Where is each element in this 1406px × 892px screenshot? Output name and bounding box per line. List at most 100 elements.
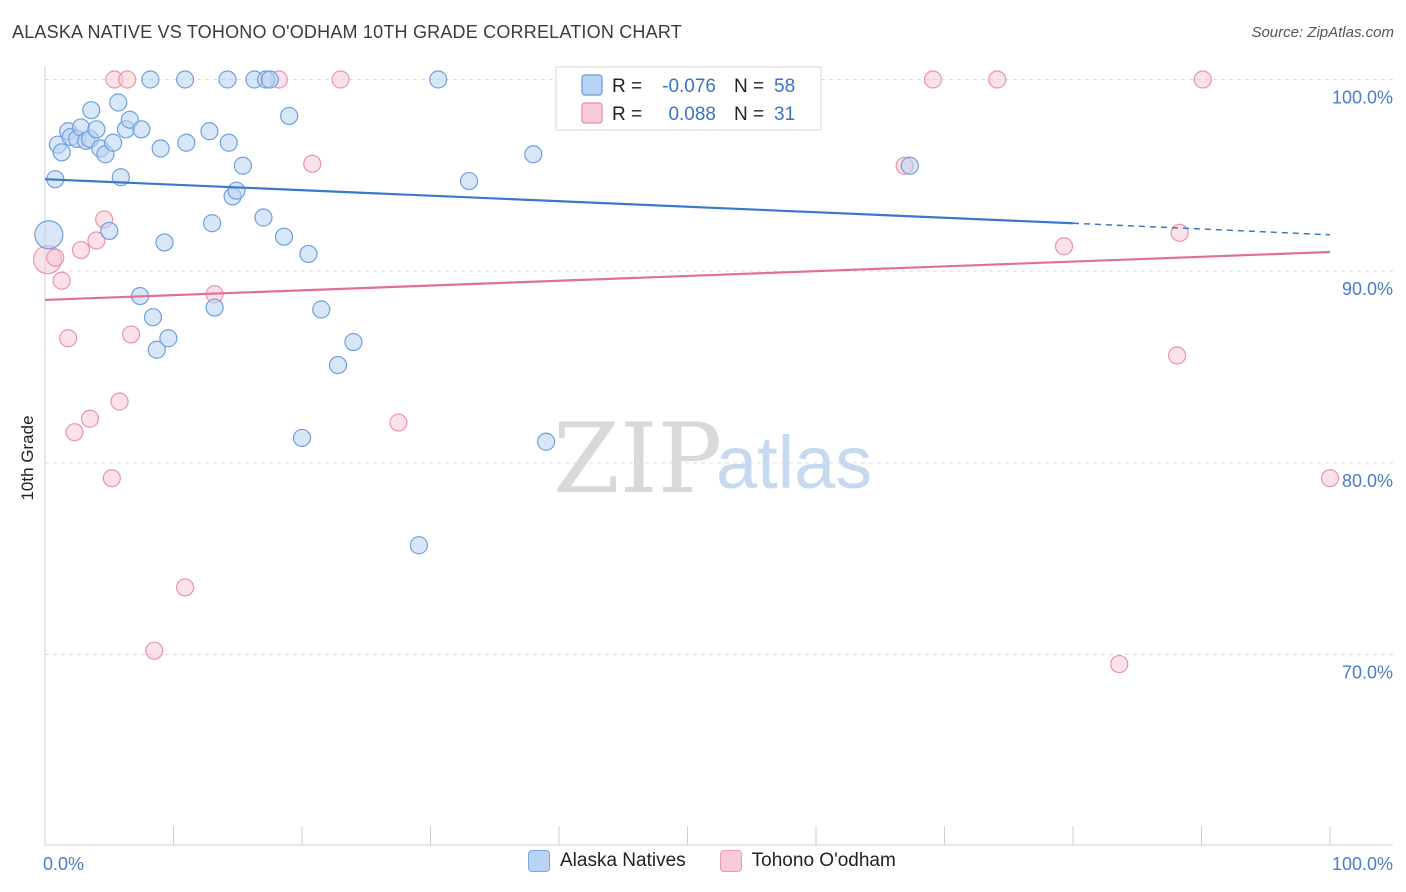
watermark-zip: ZIP — [553, 403, 722, 515]
alaska-point — [344, 332, 363, 352]
alaska-point — [175, 70, 195, 89]
alaska-point — [233, 156, 252, 175]
legend-swatch-alaska — [528, 850, 550, 872]
chart-source: Source: ZipAtlas.com — [1251, 24, 1394, 41]
tohono-point — [46, 248, 65, 267]
stats-r-value-pink: 0.088 — [668, 104, 716, 125]
y-tick-label: 90.0% — [1342, 279, 1393, 299]
alaska-point — [200, 122, 219, 141]
tohono-point — [923, 70, 943, 89]
watermark-atlas: atlas — [716, 421, 872, 504]
tohono-point — [1054, 237, 1074, 256]
tohono-point — [102, 469, 121, 488]
series-tohono-points — [32, 70, 1340, 674]
alaska-point — [155, 233, 174, 252]
legend-label-alaska: Alaska Natives — [560, 850, 686, 871]
stats-legend-pink-swatch — [581, 102, 603, 124]
alaska-point — [143, 308, 163, 327]
alaska-point — [299, 244, 318, 264]
tohono-point — [1320, 469, 1340, 488]
stats-r-label-pink: R = — [612, 104, 642, 125]
alaska-point — [280, 106, 299, 126]
x-tick-label-left: 0.0% — [43, 854, 84, 874]
alaska-point — [219, 133, 238, 152]
tohono-point — [52, 271, 71, 290]
alaska-point — [429, 70, 448, 89]
y-axis-label: 10th Grade — [18, 415, 37, 500]
legend-label-tohono: Tohono O'odham — [751, 850, 896, 871]
stats-n-value-pink: 31 — [774, 104, 795, 125]
series-legend: Alaska Natives Tohono O'odham — [528, 850, 930, 872]
trend-line-tohono — [44, 250, 1331, 302]
alaska-point — [82, 101, 101, 120]
tohono-point — [1193, 70, 1212, 89]
y-tick-labels: 100.0% 90.0% 80.0% 70.0% — [1332, 88, 1393, 683]
tohono-point — [331, 70, 350, 89]
tohono-point — [121, 325, 141, 344]
tohono-point — [1110, 654, 1129, 674]
stats-legend-blue-swatch — [581, 74, 603, 96]
tohono-point — [1167, 346, 1187, 365]
alaska-point — [151, 139, 170, 158]
stats-n-label-blue: N = — [734, 76, 764, 97]
stats-r-label-blue: R = — [612, 76, 642, 97]
tohono-point — [175, 578, 195, 597]
tohono-point — [87, 231, 106, 250]
alaska-point — [147, 340, 166, 359]
chart-title: ALASKA NATIVE VS TOHONO O'ODHAM 10TH GRA… — [12, 22, 682, 42]
tohono-point — [303, 154, 322, 173]
alaska-point — [227, 181, 246, 200]
alaska-point — [218, 70, 237, 89]
tohono-point — [145, 641, 164, 660]
y-tick-label: 80.0% — [1342, 471, 1393, 491]
stats-legend: R = -0.076 N = 58 R = 0.088 N = 31 — [555, 66, 822, 131]
trend-line-alaska-extension — [1072, 222, 1331, 236]
alaska-point — [274, 227, 294, 246]
stats-r-value-blue: -0.076 — [662, 76, 716, 97]
alaska-point — [328, 355, 348, 375]
y-tick-label: 70.0% — [1342, 663, 1393, 683]
alaska-point — [34, 220, 64, 250]
alaska-point — [202, 214, 222, 233]
alaska-point — [205, 298, 224, 317]
watermark: ZIP atlas — [553, 403, 872, 515]
tohono-point — [988, 70, 1007, 89]
alaska-point — [52, 143, 71, 162]
alaska-point — [254, 208, 273, 227]
tohono-point — [1170, 223, 1189, 242]
tohono-point — [80, 409, 100, 428]
alaska-point — [159, 329, 178, 348]
trend-lines — [44, 178, 1331, 302]
alaska-point — [141, 70, 160, 89]
trend-line-alaska — [44, 178, 1074, 225]
alaska-point — [292, 428, 312, 448]
alaska-point — [524, 145, 543, 164]
alaska-point — [260, 70, 279, 89]
alaska-point — [132, 120, 151, 139]
alaska-point — [409, 536, 429, 555]
tohono-point — [65, 423, 84, 442]
alaska-point — [459, 171, 479, 191]
tohono-point — [389, 413, 408, 432]
alaska-point — [312, 300, 331, 319]
tohono-point — [118, 70, 137, 89]
series-alaska-points — [34, 70, 919, 555]
tohono-point — [71, 240, 91, 260]
tohono-point — [59, 329, 78, 348]
tohono-point — [110, 392, 129, 411]
alaska-point — [900, 156, 919, 175]
alaska-point — [177, 133, 196, 152]
legend-item-alaska: Alaska Natives — [528, 850, 686, 872]
legend-swatch-tohono — [719, 850, 742, 872]
alaska-point — [87, 120, 106, 139]
y-tick-label: 100.0% — [1332, 88, 1393, 108]
legend-item-tohono: Tohono O'odham — [719, 850, 896, 872]
axes — [44, 66, 1393, 846]
x-tick-label-right: 100.0% — [1332, 854, 1393, 874]
alaska-point — [109, 93, 128, 112]
alaska-point — [100, 221, 119, 241]
stats-n-value-blue: 58 — [774, 76, 795, 97]
stats-n-label-pink: N = — [734, 104, 764, 125]
alaska-point — [104, 133, 123, 152]
